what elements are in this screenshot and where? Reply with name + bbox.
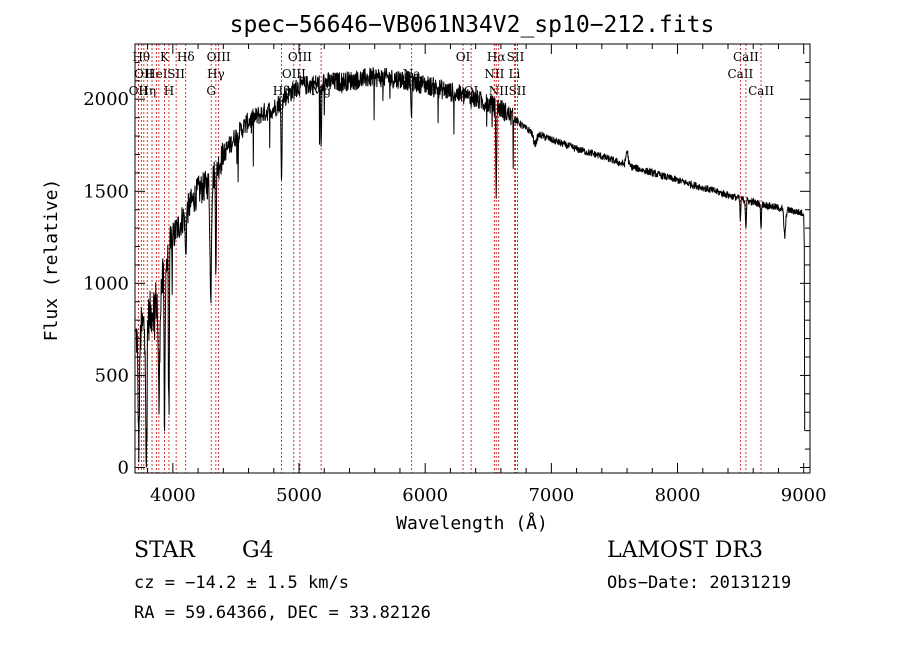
spectrum-series (135, 67, 806, 468)
line-marker-label: OII (134, 67, 154, 81)
line-marker-label: SII (167, 67, 185, 81)
x-tick-label: 5000 (276, 485, 322, 506)
line-marker-label: Hα (487, 50, 506, 64)
line-marker-label: SII (507, 50, 525, 64)
line-marker-label: NII (489, 84, 509, 98)
y-tick-label: 1500 (83, 181, 129, 202)
line-marker-label: CaII (733, 50, 759, 64)
x-tick-label: 6000 (402, 485, 448, 506)
redshift-value: cz = −14.2 ± 1.5 km/s (134, 573, 349, 593)
survey-name: LAMOST DR3 (607, 538, 763, 563)
spectral-subclass: G4 (242, 538, 274, 563)
line-marker-label: CaII (748, 84, 774, 98)
object-type: STAR (134, 538, 195, 563)
line-marker-label: OIII (288, 50, 312, 64)
line-marker-label: Hη (138, 84, 156, 98)
coordinates: RA = 59.64366, DEC = 33.82126 (134, 603, 431, 623)
x-tick-label: 9000 (781, 485, 827, 506)
line-marker-label: OII (129, 84, 149, 98)
chart-title: spec−56646−VB061N34V2_sp10−212.fits (230, 12, 715, 38)
y-axis-label: Flux (relative) (41, 179, 62, 342)
line-marker-label: G (206, 84, 216, 98)
y-tick-label: 2000 (83, 89, 129, 110)
line-marker-label: OIII (282, 67, 306, 81)
line-marker-label: Hγ (207, 67, 225, 81)
x-axis-label: Wavelength (Å) (396, 512, 548, 534)
line-marker-label: Hθ (132, 50, 150, 64)
y-tick-label: 500 (95, 365, 129, 386)
axis-ticks: 4000 5000 6000 7000 8000 9000 0 500 1000 1500 2000 (83, 44, 827, 506)
line-marker-label: Li (508, 67, 520, 81)
line-marker-label: Hδ (177, 50, 195, 64)
line-marker-label: K (160, 50, 170, 64)
line-marker-label: OIII (207, 50, 231, 64)
line-marker-label: HeI (145, 67, 168, 81)
line-marker-label: H (164, 84, 174, 98)
x-tick-label: 4000 (150, 485, 196, 506)
line-marker-label: OI (456, 50, 471, 64)
line-marker-label: SII (509, 84, 527, 98)
y-tick-label: 1000 (83, 273, 129, 294)
observation-date: Obs−Date: 20131219 (607, 573, 792, 593)
x-tick-label: 7000 (528, 485, 574, 506)
y-tick-label: 0 (118, 457, 129, 478)
line-marker-label: NII (484, 67, 504, 81)
line-marker-label: CaII (727, 67, 753, 81)
spectral-line-markers: OIIHθOIIHηHeIKHSIIHδGHγOIIIHβOIIIOIIIMgN… (129, 44, 774, 473)
plot-frame (134, 43, 811, 474)
spectrum-line (135, 67, 806, 468)
x-tick-label: 8000 (655, 485, 701, 506)
plot-axes (134, 43, 811, 474)
